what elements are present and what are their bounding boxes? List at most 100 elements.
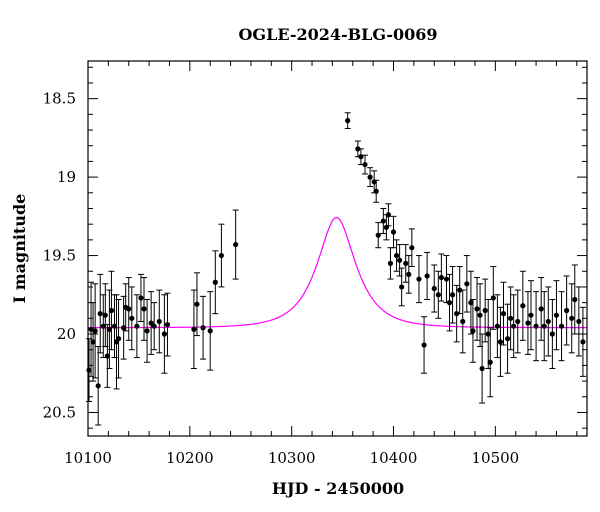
data-point [538, 306, 544, 312]
x-axis-label: HJD - 2450000 [272, 479, 404, 498]
data-point [421, 342, 427, 348]
data-point [438, 274, 444, 281]
data-point [515, 318, 521, 325]
data-point [528, 312, 534, 318]
data-point [358, 154, 364, 160]
data-point [90, 339, 96, 345]
data-point [435, 292, 441, 298]
data-point [454, 311, 460, 317]
data-point [490, 295, 496, 301]
data-point [95, 383, 101, 389]
data-point [115, 336, 122, 342]
chart-title: OGLE-2024-BLG-0069 [238, 25, 437, 44]
data-point [141, 306, 147, 312]
model-curve-layer [88, 216, 587, 329]
x-tick-label: 10500 [471, 449, 519, 467]
data-point [385, 212, 392, 218]
tick-labels-layer: 10100 10200 10300 10400 10500 18.5 19 19.5 20 20.… [43, 90, 520, 467]
data-point [525, 320, 531, 326]
data-point [464, 281, 470, 287]
data-point [108, 307, 115, 314]
data-point [549, 331, 555, 337]
data-point [111, 323, 118, 329]
data-point [424, 273, 430, 279]
data-point [399, 284, 405, 290]
x-tick-label: 10200 [166, 449, 214, 467]
data-point [470, 328, 476, 334]
y-tick-label: 20 [57, 325, 76, 343]
data-point [380, 218, 386, 224]
data-point [207, 328, 213, 334]
data-point [86, 367, 92, 373]
y-axis-label: I magnitude [10, 194, 29, 304]
data-point [457, 287, 463, 293]
data-point [397, 257, 403, 263]
model-curve [88, 216, 587, 329]
data-point [443, 276, 450, 282]
data-point [200, 325, 206, 331]
data-point [144, 328, 150, 334]
data-point [100, 323, 106, 329]
data-point [479, 365, 485, 372]
data-point [383, 224, 389, 230]
x-tick-label: 10400 [370, 449, 418, 467]
data-point [474, 306, 480, 312]
data-point [406, 271, 412, 277]
data-point [409, 245, 415, 251]
data-point [460, 318, 466, 325]
data-point [194, 301, 200, 307]
data-point [449, 292, 456, 298]
y-tick-label: 19 [57, 168, 76, 186]
data-point [362, 161, 368, 168]
data-point [371, 179, 377, 185]
y-tick-label: 20.5 [43, 403, 76, 421]
data-point [504, 336, 511, 342]
data-point [212, 279, 218, 285]
data-point [164, 321, 171, 328]
data-point [92, 328, 98, 334]
data-point [511, 323, 517, 329]
ticks-layer [87, 61, 587, 436]
data-point [367, 174, 373, 180]
data-point [161, 331, 167, 337]
data-point [104, 353, 110, 359]
data-point [446, 300, 453, 306]
data-point [393, 252, 400, 259]
data-point [191, 326, 197, 332]
data-point [533, 323, 539, 329]
data-point [88, 326, 94, 332]
data-point [138, 295, 144, 301]
data-point [545, 318, 551, 325]
data-point [569, 315, 575, 321]
data-point [156, 318, 162, 325]
data-point [487, 359, 493, 365]
data-point [102, 312, 108, 318]
data-point [520, 303, 526, 309]
data-point [345, 118, 351, 124]
data-point [477, 312, 483, 318]
data-point [500, 311, 507, 317]
data-point [134, 323, 140, 329]
data-point [482, 307, 488, 314]
data-point [508, 315, 514, 321]
y-tick-label: 18.5 [43, 90, 76, 108]
error-bars-layer [86, 112, 586, 426]
data-point [218, 252, 225, 259]
data-point [576, 318, 582, 325]
data-point [97, 311, 103, 317]
data-point [431, 285, 437, 292]
x-tick-label: 10300 [268, 449, 316, 467]
data-point [494, 323, 500, 329]
data-point [390, 229, 397, 235]
data-point [106, 326, 112, 332]
data-points-layer [86, 118, 586, 389]
y-tick-label: 19.5 [43, 247, 76, 265]
data-point [572, 296, 578, 303]
data-point [129, 315, 135, 321]
data-point [564, 307, 570, 314]
x-tick-label: 10100 [64, 449, 112, 467]
data-point [355, 146, 361, 152]
data-point [233, 241, 239, 248]
data-point [468, 300, 474, 306]
